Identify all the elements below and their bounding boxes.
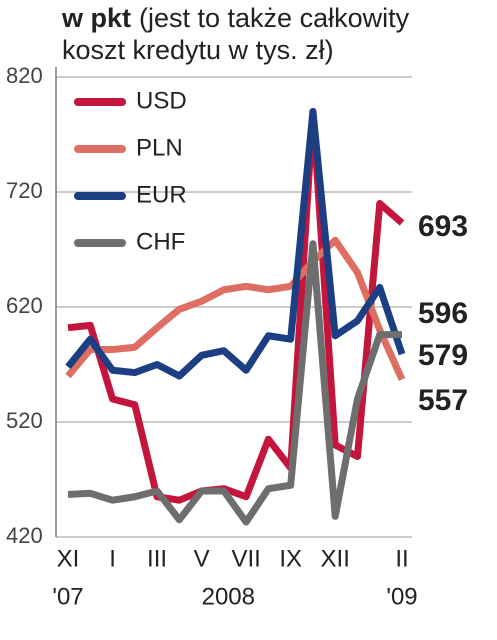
end-label: 596	[418, 297, 468, 330]
legend-label: CHF	[136, 228, 185, 255]
x-tick-label: I	[109, 545, 116, 572]
x-tick-label: V	[194, 545, 210, 572]
subtitle: koszt kredytu w tys. zł)	[62, 35, 334, 65]
x-tick-label: XII	[321, 545, 350, 572]
y-tick-label: 820	[6, 63, 43, 88]
x-tick-label: IX	[279, 545, 302, 572]
x-tick-label: II	[395, 545, 408, 572]
x-tick-label: XI	[57, 545, 80, 572]
y-tick-label: 420	[6, 523, 43, 548]
x-tick-label: III	[147, 545, 167, 572]
legend-label: USD	[136, 87, 187, 114]
year-label: 2008	[202, 583, 255, 610]
end-label: 693	[418, 210, 468, 243]
year-label: '09	[386, 583, 417, 610]
series-line	[65, 236, 406, 381]
legend-label: EUR	[136, 181, 187, 208]
title: w pkt	[61, 3, 131, 33]
year-label: '07	[52, 583, 83, 610]
legend-label: PLN	[136, 134, 183, 161]
y-tick-label: 520	[6, 408, 43, 433]
y-tick-label: 620	[6, 293, 43, 318]
x-tick-label: VII	[231, 545, 260, 572]
end-label: 557	[418, 384, 468, 417]
series-line	[67, 240, 402, 526]
series-line	[65, 108, 406, 380]
subtitle: (jest to także całkowity	[139, 3, 410, 33]
y-tick-label: 720	[6, 178, 43, 203]
end-label: 579	[418, 339, 468, 372]
chart-title: w pkt (jest to także całkowity	[61, 3, 410, 33]
